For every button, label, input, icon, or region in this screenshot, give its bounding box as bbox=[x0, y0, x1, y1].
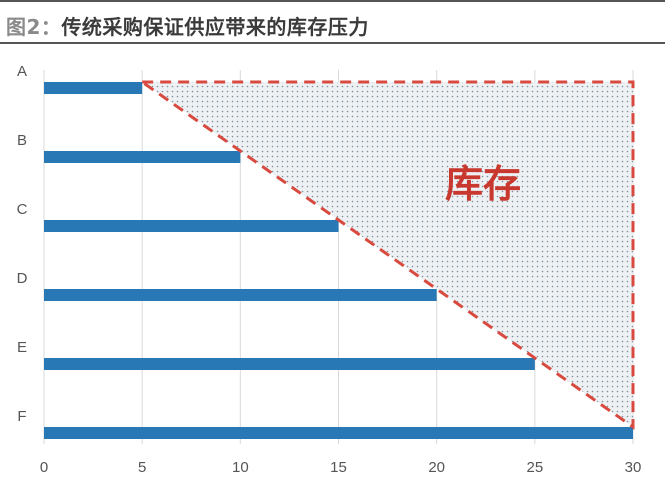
inventory-region-outline bbox=[137, 80, 635, 430]
y-tick-label-F: F bbox=[17, 408, 26, 425]
bar-F bbox=[44, 427, 633, 439]
bar-C bbox=[44, 220, 339, 232]
inventory-label: 库存 bbox=[445, 162, 521, 206]
figure-number: 图2： bbox=[6, 15, 62, 39]
chart-title: 图2：传统采购保证供应带来的库存压力 bbox=[6, 11, 369, 40]
x-tick-label-5: 5 bbox=[138, 459, 146, 476]
x-tick-label-15: 15 bbox=[330, 459, 347, 476]
inventory-region bbox=[142, 82, 633, 427]
y-tick-label-B: B bbox=[17, 132, 27, 149]
x-tick-label-0: 0 bbox=[40, 459, 48, 476]
x-tick-label-10: 10 bbox=[232, 459, 249, 476]
bar-D bbox=[44, 289, 437, 301]
bars bbox=[44, 82, 633, 439]
y-tick-label-C: C bbox=[17, 201, 28, 218]
x-tick-label-30: 30 bbox=[625, 459, 642, 476]
title-bar: 图2：传统采购保证供应带来的库存压力 bbox=[0, 0, 665, 44]
x-axis-labels: 0 5 10 15 20 25 30 bbox=[40, 459, 642, 476]
y-axis-labels: A B C D E F bbox=[17, 63, 28, 425]
x-tick-label-25: 25 bbox=[526, 459, 543, 476]
bar-A bbox=[44, 82, 143, 94]
y-tick-label-D: D bbox=[17, 270, 28, 287]
bar-chart: A B C D E F 0 5 10 15 20 25 30 库存 bbox=[17, 63, 642, 476]
bar-E bbox=[44, 358, 535, 370]
y-tick-label-A: A bbox=[17, 63, 27, 80]
bar-B bbox=[44, 151, 241, 163]
y-tick-label-E: E bbox=[17, 339, 27, 356]
inventory-region-fill bbox=[142, 82, 633, 427]
title-text: 传统采购保证供应带来的库存压力 bbox=[61, 15, 369, 39]
inventory-region-border bbox=[137, 80, 635, 430]
x-tick-label-20: 20 bbox=[428, 459, 445, 476]
